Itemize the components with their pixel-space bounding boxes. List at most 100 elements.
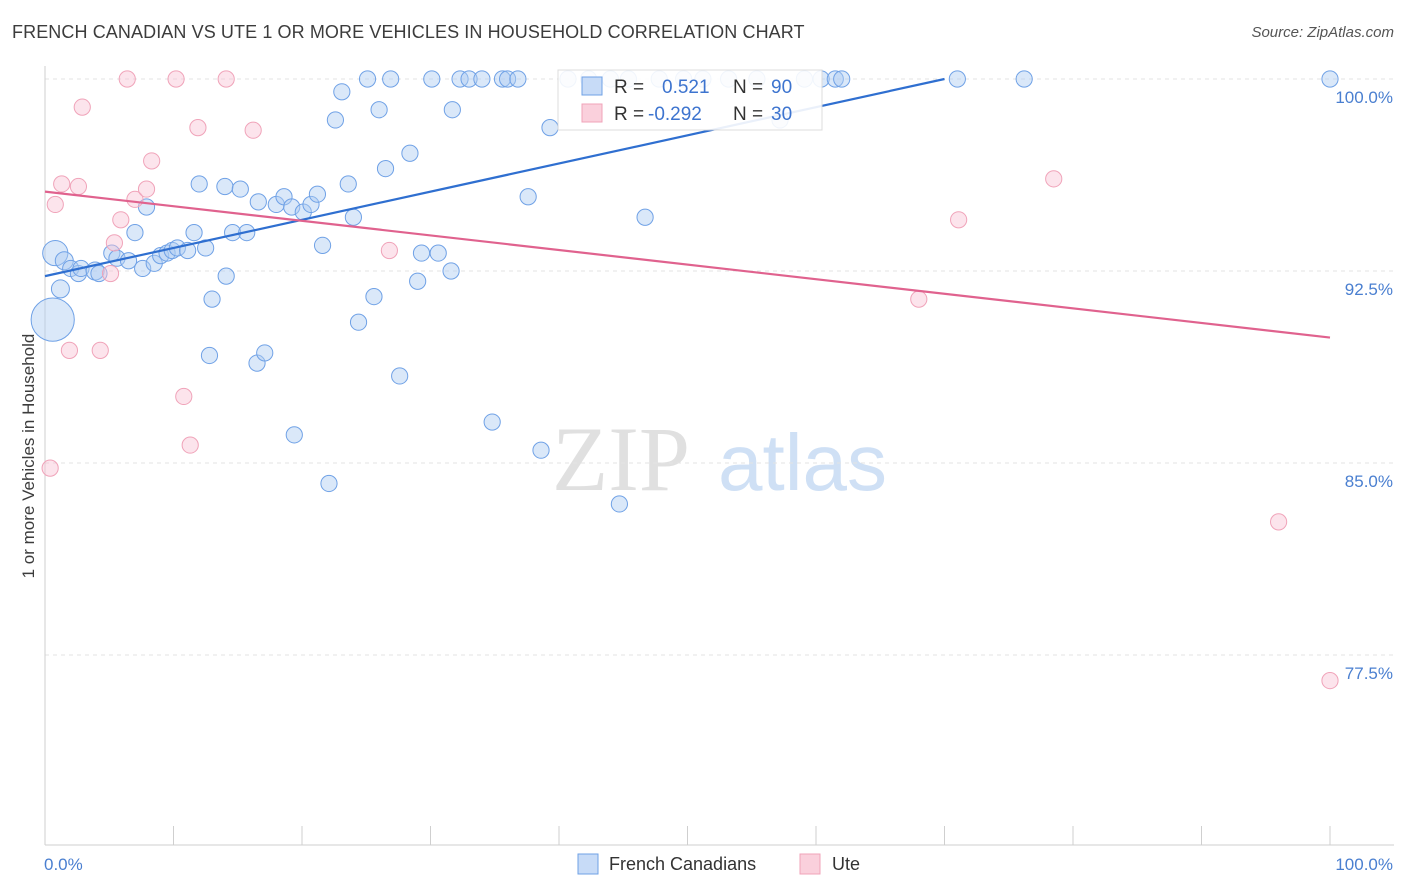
- point-french-canadians-51: [376, 160, 395, 178]
- point-french-canadians-21: [185, 224, 203, 242]
- point-ute-5: [73, 98, 91, 116]
- point-french-canadians-86: [833, 70, 851, 88]
- point-ute-7: [101, 264, 120, 283]
- point-ute-16: [181, 436, 199, 454]
- point-french-canadians-22: [190, 175, 208, 193]
- point-ute-15: [175, 387, 193, 406]
- axes: [44, 66, 1394, 846]
- point-ute-3: [60, 341, 79, 359]
- point-french-canadians-40: [308, 185, 327, 203]
- y-tick-label-1: 92.5%: [1345, 280, 1393, 299]
- point-french-canadians-57: [423, 70, 441, 88]
- legend-r-label-2: R =: [614, 104, 644, 125]
- bottom-legend-label-ute: Ute: [832, 854, 860, 874]
- point-french-canadians-60: [443, 101, 461, 119]
- point-french-canadians-3: [50, 279, 70, 299]
- point-ute-21: [910, 290, 928, 308]
- point-ute-0: [41, 459, 59, 477]
- point-french-canadians-54: [401, 144, 419, 162]
- point-french-canadians-33: [256, 344, 274, 362]
- point-french-canadians-67: [509, 70, 527, 88]
- point-ute-4: [69, 177, 88, 196]
- point-ute-9: [112, 211, 130, 229]
- point-ute-6: [91, 341, 109, 359]
- point-ute-1: [46, 195, 64, 214]
- chart-title: FRENCH CANADIAN VS UTE 1 OR MORE VEHICLE…: [12, 22, 805, 42]
- point-french-canadians-43: [326, 111, 345, 129]
- y-tick-labels: 100.0% 92.5% 85.0% 77.5%: [1335, 88, 1393, 683]
- point-french-canadians-85: [826, 70, 844, 88]
- point-ute-19: [244, 121, 262, 139]
- point-ute-10: [118, 70, 136, 88]
- point-french-canadians-53: [391, 367, 409, 385]
- point-french-canadians-39: [302, 195, 320, 214]
- point-french-canadians-70: [541, 119, 559, 137]
- legend-n-label-1: N =: [733, 77, 763, 98]
- point-french-canadians-59: [442, 262, 460, 280]
- point-french-canadians-55: [409, 272, 427, 290]
- trend-line-ute: [44, 190, 1331, 339]
- point-french-canadians-37: [285, 426, 303, 444]
- point-french-canadians-48: [358, 70, 377, 88]
- point-french-canadians-12: [126, 224, 144, 242]
- point-french-canadians-44: [333, 83, 351, 101]
- point-french-canadians-64: [483, 413, 501, 431]
- x-tick-label-1: 100.0%: [1335, 855, 1393, 874]
- point-ute-23: [1045, 170, 1063, 188]
- point-french-canadians-46: [344, 208, 362, 226]
- bottom-legend-label-french-canadians: French Canadians: [609, 854, 756, 874]
- grid-lines: [45, 78, 1394, 656]
- point-french-canadians-61: [451, 70, 469, 88]
- point-french-canadians-42: [320, 474, 338, 493]
- legend-swatch-pink: [581, 103, 603, 123]
- point-ute-25: [1321, 672, 1339, 690]
- point-ute-20: [380, 241, 398, 260]
- point-french-canadians-50: [370, 101, 388, 119]
- point-french-canadians-87: [948, 70, 966, 88]
- point-french-canadians-76: [636, 208, 654, 226]
- x-tick-label-0: 0.0%: [44, 855, 83, 874]
- legend-r-value-1: 0.521: [662, 77, 710, 98]
- point-french-canadians-36: [283, 198, 301, 216]
- series-ute: [41, 70, 1339, 690]
- point-french-canadians-52: [382, 70, 400, 88]
- point-ute-24: [1270, 513, 1288, 531]
- point-french-canadians-66: [499, 70, 517, 88]
- point-french-canadians-62: [460, 70, 478, 88]
- point-french-canadians-29: [231, 180, 249, 198]
- legend-n-label-2: N =: [733, 104, 763, 125]
- point-ute-18: [217, 70, 235, 88]
- point-french-canadians-65: [493, 70, 512, 88]
- legend-r-label-1: R =: [614, 77, 644, 98]
- point-french-canadians-45: [339, 175, 357, 193]
- point-french-canadians-56: [412, 244, 431, 262]
- watermark-zip: ZIP: [552, 408, 690, 510]
- point-french-canadians-68: [519, 188, 537, 206]
- y-tick-label-2: 85.0%: [1345, 472, 1393, 491]
- point-ute-8: [105, 234, 123, 252]
- point-french-canadians-11: [119, 252, 138, 270]
- point-french-canadians-89: [1321, 70, 1339, 88]
- legend-n-value-1: 90: [771, 77, 792, 98]
- point-french-canadians-47: [349, 313, 368, 331]
- point-french-canadians-31: [249, 193, 267, 211]
- point-french-canadians-13: [134, 259, 152, 278]
- x-tick-labels: 0.0% 100.0%: [44, 855, 1393, 874]
- legend-swatch-blue: [581, 76, 603, 96]
- legend-r-value-2: -0.292: [648, 104, 702, 125]
- watermark-atlas: atlas: [718, 418, 887, 507]
- point-french-canadians-75: [610, 495, 628, 513]
- y-tick-label-0: 100.0%: [1335, 88, 1393, 107]
- bottom-legend-swatch-blue: [577, 853, 599, 875]
- bottom-legend-swatch-pink: [799, 853, 821, 875]
- point-ute-12: [137, 180, 156, 198]
- point-ute-17: [189, 119, 207, 137]
- point-french-canadians-41: [313, 236, 332, 254]
- point-french-canadians-49: [365, 288, 383, 306]
- point-french-canadians-26: [217, 267, 235, 285]
- point-ute-14: [167, 70, 185, 88]
- point-ute-2: [53, 175, 71, 193]
- point-ute-13: [143, 152, 161, 170]
- point-french-canadians-58: [429, 244, 447, 262]
